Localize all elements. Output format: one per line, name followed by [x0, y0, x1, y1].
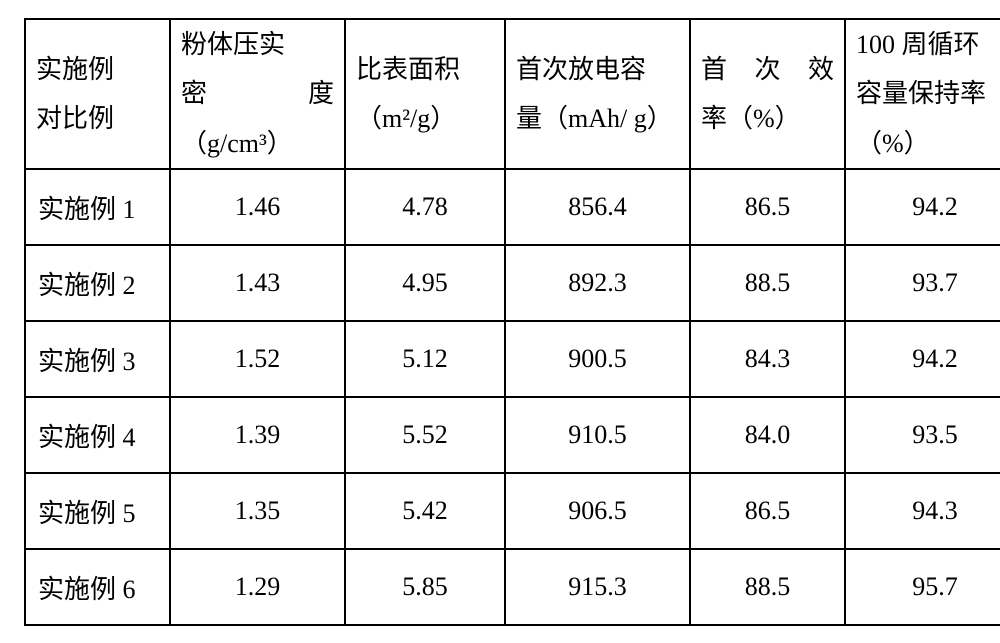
- page: 实施例 对比例 粉体压实 密 度 （g/cm³） 比表面积 （m²/g） 首次放: [0, 0, 1000, 643]
- col-header-first-discharge: 首次放电容 量（mAh/ g）: [505, 19, 690, 169]
- cell-density: 1.35: [170, 473, 345, 549]
- cell-first-discharge: 910.5: [505, 397, 690, 473]
- cell-first-discharge: 892.3: [505, 245, 690, 321]
- cell-surface-area: 5.52: [345, 397, 505, 473]
- cell-density: 1.52: [170, 321, 345, 397]
- table-row: 实施例 4 1.39 5.52 910.5 84.0 93.5: [25, 397, 1000, 473]
- table-row: 实施例 6 1.29 5.85 915.3 88.5 95.7: [25, 549, 1000, 625]
- cell-surface-area: 4.78: [345, 169, 505, 245]
- cell-surface-area: 4.95: [345, 245, 505, 321]
- cell-retention: 95.7: [845, 549, 1000, 625]
- cell-retention: 93.5: [845, 397, 1000, 473]
- hdr-text: 对比例: [36, 94, 159, 143]
- hdr-text: 实施例: [36, 45, 159, 94]
- hdr-text: 量（mAh/ g）: [516, 94, 679, 143]
- hdr-text: 率（%）: [701, 94, 834, 143]
- cell-retention: 94.2: [845, 169, 1000, 245]
- table-row: 实施例 2 1.43 4.95 892.3 88.5 93.7: [25, 245, 1000, 321]
- col-header-first-efficiency: 首 次 效 率（%）: [690, 19, 845, 169]
- cell-example: 实施例 5: [25, 473, 170, 549]
- cell-example: 实施例 2: [25, 245, 170, 321]
- cell-first-discharge: 906.5: [505, 473, 690, 549]
- cell-surface-area: 5.42: [345, 473, 505, 549]
- hdr-text-part: 首: [701, 45, 727, 94]
- hdr-text: 首次放电容: [516, 45, 679, 94]
- hdr-text-part: 次: [754, 45, 780, 94]
- cell-retention: 93.7: [845, 245, 1000, 321]
- hdr-text-part: 密: [181, 69, 207, 118]
- table-header-row: 实施例 对比例 粉体压实 密 度 （g/cm³） 比表面积 （m²/g） 首次放: [25, 19, 1000, 169]
- col-header-retention: 100 周循环 容量保持率 （%）: [845, 19, 1000, 169]
- hdr-text: （m²/g）: [356, 94, 494, 143]
- hdr-text: （%）: [856, 119, 1000, 168]
- cell-density: 1.39: [170, 397, 345, 473]
- cell-example: 实施例 1: [25, 169, 170, 245]
- cell-first-efficiency: 88.5: [690, 549, 845, 625]
- cell-density: 1.46: [170, 169, 345, 245]
- cell-first-efficiency: 86.5: [690, 473, 845, 549]
- hdr-text-part: 度: [308, 69, 334, 118]
- cell-first-efficiency: 84.0: [690, 397, 845, 473]
- hdr-text: 比表面积: [356, 45, 494, 94]
- cell-first-efficiency: 86.5: [690, 169, 845, 245]
- hdr-text: 首 次 效: [701, 45, 834, 94]
- cell-density: 1.29: [170, 549, 345, 625]
- hdr-text: 密 度: [181, 69, 334, 118]
- col-header-example: 实施例 对比例: [25, 19, 170, 169]
- cell-retention: 94.3: [845, 473, 1000, 549]
- hdr-text: 容量保持率: [856, 69, 1000, 118]
- hdr-text: （g/cm³）: [181, 119, 334, 168]
- table-row: 实施例 3 1.52 5.12 900.5 84.3 94.2: [25, 321, 1000, 397]
- cell-first-discharge: 915.3: [505, 549, 690, 625]
- hdr-text: 100 周循环: [856, 20, 1000, 69]
- col-header-surface-area: 比表面积 （m²/g）: [345, 19, 505, 169]
- data-table: 实施例 对比例 粉体压实 密 度 （g/cm³） 比表面积 （m²/g） 首次放: [24, 18, 1000, 626]
- cell-example: 实施例 6: [25, 549, 170, 625]
- cell-surface-area: 5.12: [345, 321, 505, 397]
- cell-density: 1.43: [170, 245, 345, 321]
- cell-first-discharge: 856.4: [505, 169, 690, 245]
- cell-example: 实施例 3: [25, 321, 170, 397]
- cell-surface-area: 5.85: [345, 549, 505, 625]
- cell-example: 实施例 4: [25, 397, 170, 473]
- hdr-text: 粉体压实: [181, 20, 334, 69]
- cell-first-efficiency: 88.5: [690, 245, 845, 321]
- cell-first-efficiency: 84.3: [690, 321, 845, 397]
- col-header-density: 粉体压实 密 度 （g/cm³）: [170, 19, 345, 169]
- hdr-text-part: 效: [808, 45, 834, 94]
- cell-first-discharge: 900.5: [505, 321, 690, 397]
- table-body: 实施例 1 1.46 4.78 856.4 86.5 94.2 实施例 2 1.…: [25, 169, 1000, 625]
- table-row: 实施例 5 1.35 5.42 906.5 86.5 94.3: [25, 473, 1000, 549]
- table-row: 实施例 1 1.46 4.78 856.4 86.5 94.2: [25, 169, 1000, 245]
- cell-retention: 94.2: [845, 321, 1000, 397]
